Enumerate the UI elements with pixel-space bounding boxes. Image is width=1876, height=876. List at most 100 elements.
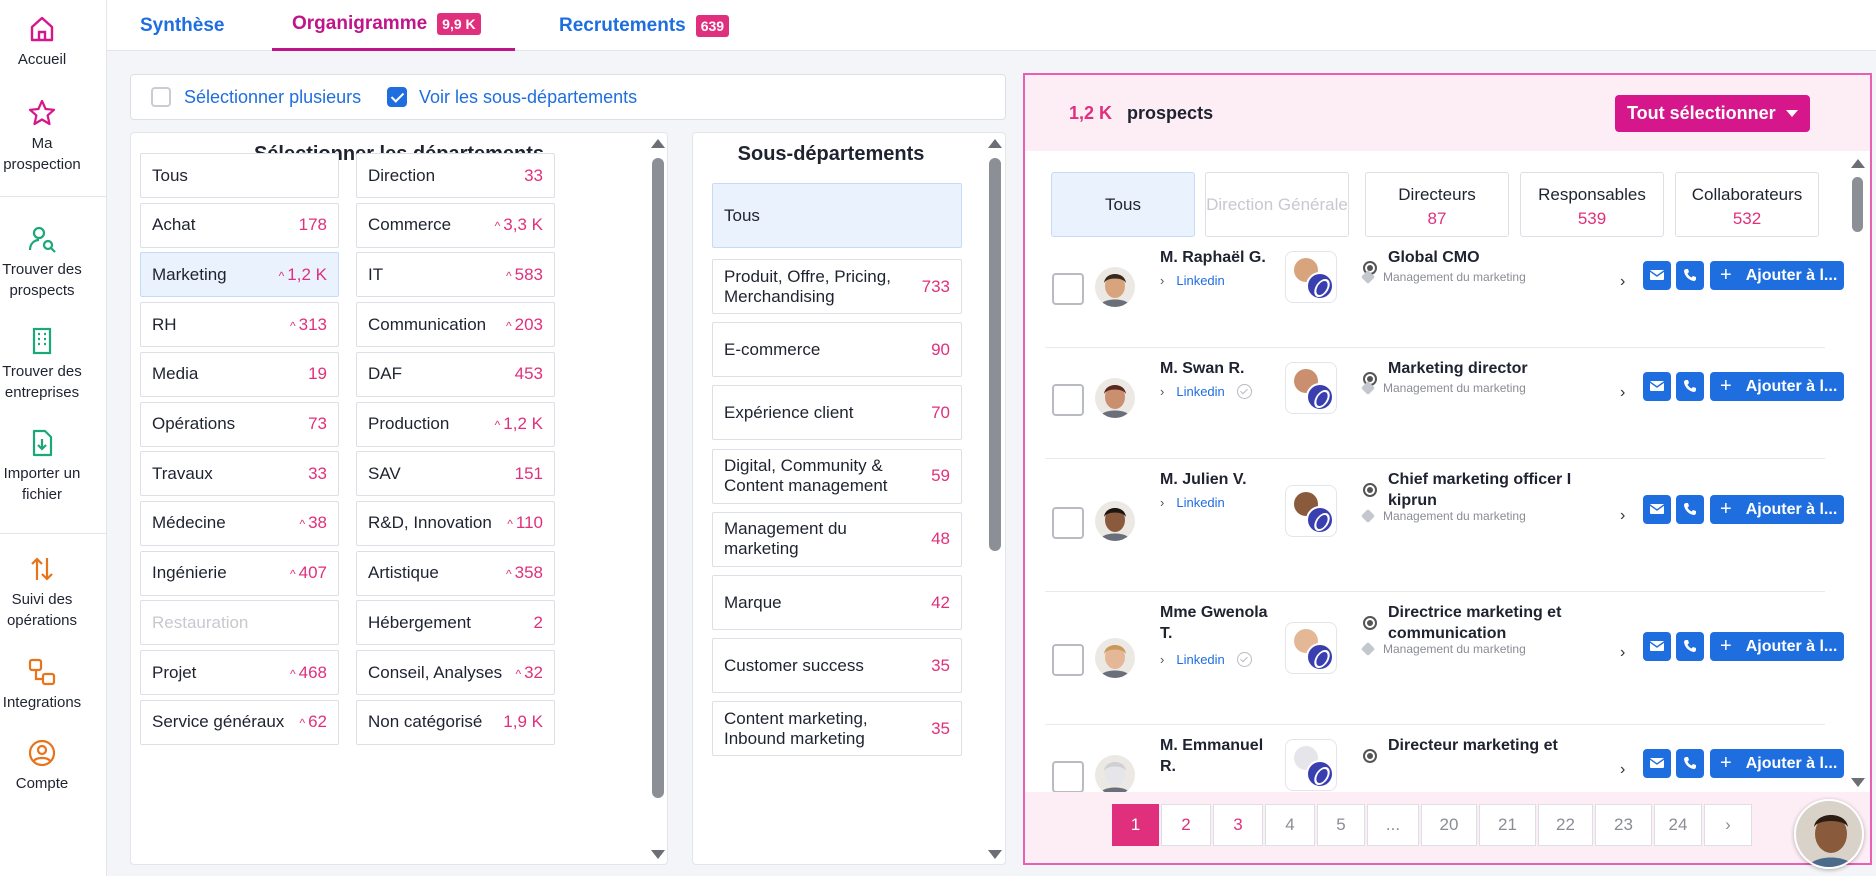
department-ing-nierie[interactable]: Ingénierie ^ 407	[140, 550, 339, 596]
department-r-d-innovation[interactable]: R&D, Innovation ^ 110	[356, 500, 555, 546]
scroll-up-arrow[interactable]	[1851, 159, 1865, 168]
prospect-checkbox[interactable]	[1052, 644, 1084, 676]
department-tous[interactable]: Tous	[140, 153, 339, 198]
linkedin-link[interactable]: › Linkedin	[1160, 652, 1252, 667]
email-button[interactable]	[1643, 372, 1671, 401]
subdepartment-item[interactable]: Expérience client 70	[712, 385, 962, 441]
scroll-up-arrow[interactable]	[988, 139, 1002, 148]
scroll-down-arrow[interactable]	[988, 850, 1002, 859]
page-button[interactable]: 4	[1265, 804, 1315, 846]
department-commerce[interactable]: Commerce ^ 3,3 K	[356, 202, 555, 248]
page-button[interactable]: 2	[1161, 804, 1211, 846]
email-button[interactable]	[1643, 749, 1671, 778]
add-to-list-button[interactable]: + Ajouter à l...	[1710, 749, 1844, 778]
chevron-right-icon[interactable]: ›	[1620, 273, 1626, 290]
department-rh[interactable]: RH ^ 313	[140, 302, 339, 348]
department-sav[interactable]: SAV 151	[356, 451, 555, 497]
sidebar-item-importer-fichier[interactable]: Importer un fichier	[0, 428, 84, 505]
scrollbar-thumb[interactable]	[989, 158, 1001, 551]
page-button[interactable]: 22	[1538, 804, 1593, 846]
scroll-down-arrow[interactable]	[651, 850, 665, 859]
select-multiple-label[interactable]: Sélectionner plusieurs	[184, 87, 362, 107]
sidebar-item-accueil[interactable]: Accueil	[0, 14, 84, 70]
filter-responsables[interactable]: Responsables 539	[1520, 172, 1664, 237]
page-button[interactable]: 24	[1654, 804, 1702, 846]
department-restauration[interactable]: Restauration	[140, 600, 339, 646]
subdepartment-item[interactable]: Digital, Community & Content management 5…	[712, 448, 962, 504]
sidebar-item-trouver-prospects[interactable]: Trouver des prospects	[0, 224, 84, 301]
tab-organigramme[interactable]: Organigramme 9,9 K	[272, 0, 515, 51]
chevron-right-icon[interactable]: ›	[1620, 644, 1626, 661]
chevron-right-icon[interactable]: ›	[1620, 761, 1626, 778]
department-it[interactable]: IT ^ 583	[356, 252, 555, 298]
prospect-checkbox[interactable]	[1052, 761, 1084, 793]
add-to-list-button[interactable]: + Ajouter à l...	[1710, 372, 1844, 401]
subdepartment-item[interactable]: Marque 42	[712, 575, 962, 630]
linkedin-link[interactable]: › Linkedin	[1160, 384, 1252, 399]
department-conseil-analyses[interactable]: Conseil, Analyses ^ 32	[356, 650, 555, 695]
department-m-decine[interactable]: Médecine ^ 38	[140, 500, 339, 546]
add-to-list-button[interactable]: + Ajouter à l...	[1710, 495, 1844, 524]
page-button[interactable]: ...	[1367, 804, 1419, 846]
chevron-right-icon[interactable]: ›	[1620, 507, 1626, 524]
department-production[interactable]: Production ^ 1,2 K	[356, 401, 555, 447]
next-page-button[interactable]: ›	[1704, 804, 1752, 846]
department-daf[interactable]: DAF 453	[356, 351, 555, 397]
sidebar-item-ma-prospection[interactable]: Ma prospection	[0, 98, 84, 175]
show-subdepartments-label[interactable]: Voir les sous-départements	[419, 87, 638, 107]
department-travaux[interactable]: Travaux 33	[140, 451, 339, 497]
add-to-list-button[interactable]: + Ajouter à l...	[1710, 632, 1844, 661]
department-service-g-n-raux[interactable]: Service généraux ^ 62	[140, 699, 339, 745]
department-marketing[interactable]: Marketing ^ 1,2 K	[140, 252, 339, 298]
scroll-up-arrow[interactable]	[651, 139, 665, 148]
email-button[interactable]	[1643, 632, 1671, 661]
department-communication[interactable]: Communication ^ 203	[356, 302, 555, 348]
page-button[interactable]: 3	[1213, 804, 1263, 846]
filter-tous[interactable]: Tous	[1051, 172, 1195, 237]
show-subdepartments-checkbox[interactable]	[387, 87, 407, 107]
department-achat[interactable]: Achat 178	[140, 202, 339, 248]
department-direction[interactable]: Direction 33	[356, 153, 555, 198]
page-button[interactable]: 5	[1317, 804, 1365, 846]
filter-collaborateurs[interactable]: Collaborateurs 532	[1675, 172, 1819, 237]
prospect-checkbox[interactable]	[1052, 384, 1084, 416]
select-multiple-checkbox[interactable]	[151, 87, 171, 107]
page-button[interactable]: 23	[1595, 804, 1652, 846]
sidebar-item-integrations[interactable]: Integrations	[0, 657, 84, 713]
phone-button[interactable]	[1676, 372, 1704, 401]
sidebar-item-suivi-operations[interactable]: Suivi des opérations	[0, 554, 84, 631]
email-button[interactable]	[1643, 495, 1671, 524]
scrollbar-thumb[interactable]	[652, 158, 664, 798]
department-h-bergement[interactable]: Hébergement 2	[356, 600, 555, 646]
page-button[interactable]: 20	[1421, 804, 1477, 846]
add-to-list-button[interactable]: + Ajouter à l...	[1710, 261, 1844, 290]
tab-recrutements[interactable]: Recrutements 639	[559, 0, 730, 51]
prospect-checkbox[interactable]	[1052, 507, 1084, 539]
department-artistique[interactable]: Artistique ^ 358	[356, 550, 555, 596]
linkedin-link[interactable]: › Linkedin	[1160, 273, 1225, 288]
phone-button[interactable]	[1676, 261, 1704, 290]
department-non-cat-goris-[interactable]: Non catégorisé 1,9 K	[356, 699, 555, 745]
filter-directeurs[interactable]: Directeurs 87	[1365, 172, 1509, 237]
phone-button[interactable]	[1676, 749, 1704, 778]
page-button[interactable]: 21	[1479, 804, 1536, 846]
sidebar-item-compte[interactable]: Compte	[0, 738, 84, 794]
subdepartment-item[interactable]: Management du marketing 48	[712, 511, 962, 567]
subdepartment-item[interactable]: Content marketing, Inbound marketing 35	[712, 701, 962, 757]
sidebar-item-trouver-entreprises[interactable]: Trouver des entreprises	[0, 326, 84, 403]
page-button[interactable]: 1	[1112, 804, 1159, 846]
support-avatar[interactable]	[1794, 799, 1864, 869]
filter-direction-g-n-rale[interactable]: Direction Générale	[1205, 172, 1349, 237]
chevron-right-icon[interactable]: ›	[1620, 384, 1626, 401]
phone-button[interactable]	[1676, 495, 1704, 524]
prospect-checkbox[interactable]	[1052, 273, 1084, 305]
subdepartment-item[interactable]: Customer success 35	[712, 638, 962, 694]
scrollbar-thumb[interactable]	[1852, 177, 1863, 232]
subdepartment-item[interactable]: E-commerce 90	[712, 322, 962, 378]
phone-button[interactable]	[1676, 632, 1704, 661]
department-op-rations[interactable]: Opérations 73	[140, 401, 339, 447]
department-media[interactable]: Media 19	[140, 351, 339, 397]
email-button[interactable]	[1643, 261, 1671, 290]
select-all-button[interactable]: Tout sélectionner	[1615, 95, 1810, 132]
scroll-down-arrow[interactable]	[1851, 778, 1865, 787]
